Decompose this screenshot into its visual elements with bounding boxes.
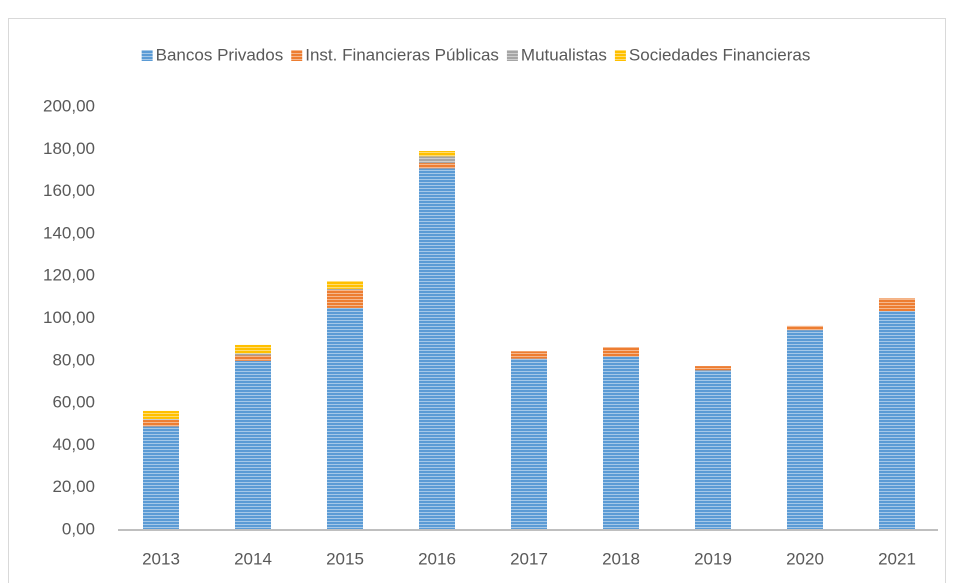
bar-segment — [419, 168, 455, 530]
bar-segment — [327, 307, 363, 530]
bar-segment — [511, 358, 547, 530]
bar-segment — [419, 156, 455, 164]
x-tick-label: 2018 — [602, 549, 640, 568]
legend-swatch — [614, 50, 626, 61]
y-tick-label: 100,00 — [43, 308, 95, 327]
legend: Bancos Privados Inst. Financieras Pública… — [141, 45, 810, 64]
x-tick-label: 2016 — [418, 549, 456, 568]
x-tick-label: 2017 — [510, 549, 548, 568]
y-tick-label: 200,00 — [43, 96, 95, 115]
bar-segment — [603, 356, 639, 530]
x-tick-label: 2019 — [694, 549, 732, 568]
legend-label: Inst. Financieras Públicas — [305, 45, 499, 64]
y-tick-label: 120,00 — [43, 266, 95, 285]
x-tick-label: 2015 — [326, 549, 364, 568]
y-tick-label: 160,00 — [43, 181, 95, 200]
y-tick-label: 0,00 — [62, 519, 95, 538]
bar-segment — [603, 347, 639, 357]
y-tick-label: 140,00 — [43, 223, 95, 242]
legend-label: Sociedades Financieras — [629, 45, 810, 64]
bar-segment — [235, 353, 271, 356]
y-tick-label: 40,00 — [52, 435, 95, 454]
x-tick-label: 2021 — [878, 549, 916, 568]
bar-segment — [143, 418, 179, 421]
legend-swatch — [506, 50, 518, 61]
bar-segment — [695, 370, 731, 530]
bar-segment — [143, 410, 179, 419]
y-tick-label: 80,00 — [52, 350, 95, 369]
bar-segment — [327, 289, 363, 308]
bar-segment — [511, 351, 547, 359]
legend-swatch — [291, 50, 303, 61]
legend-label: Mutualistas — [521, 45, 607, 64]
legend-label: Bancos Privados — [156, 45, 284, 64]
bar-segment — [879, 298, 915, 312]
bar-segment — [143, 420, 179, 427]
bar-segment — [143, 426, 179, 530]
x-tick-label: 2013 — [142, 549, 180, 568]
bar-segment — [419, 163, 455, 169]
bar-segment — [235, 344, 271, 354]
legend-swatch — [141, 50, 153, 61]
y-tick-label: 180,00 — [43, 139, 95, 158]
bar-segment — [327, 281, 363, 289]
x-tick-label: 2014 — [234, 549, 272, 568]
bar-segment — [327, 288, 363, 290]
bar-segment — [879, 311, 915, 530]
y-tick-label: 20,00 — [52, 477, 95, 496]
x-tick-label: 2020 — [786, 549, 824, 568]
bar-segment — [787, 325, 823, 331]
y-tick-label: 60,00 — [52, 393, 95, 412]
bar-segment — [235, 360, 271, 530]
bar-segment — [419, 150, 455, 157]
bar-segment — [235, 355, 271, 361]
bar-segment — [695, 366, 731, 371]
bar-segment — [787, 330, 823, 530]
